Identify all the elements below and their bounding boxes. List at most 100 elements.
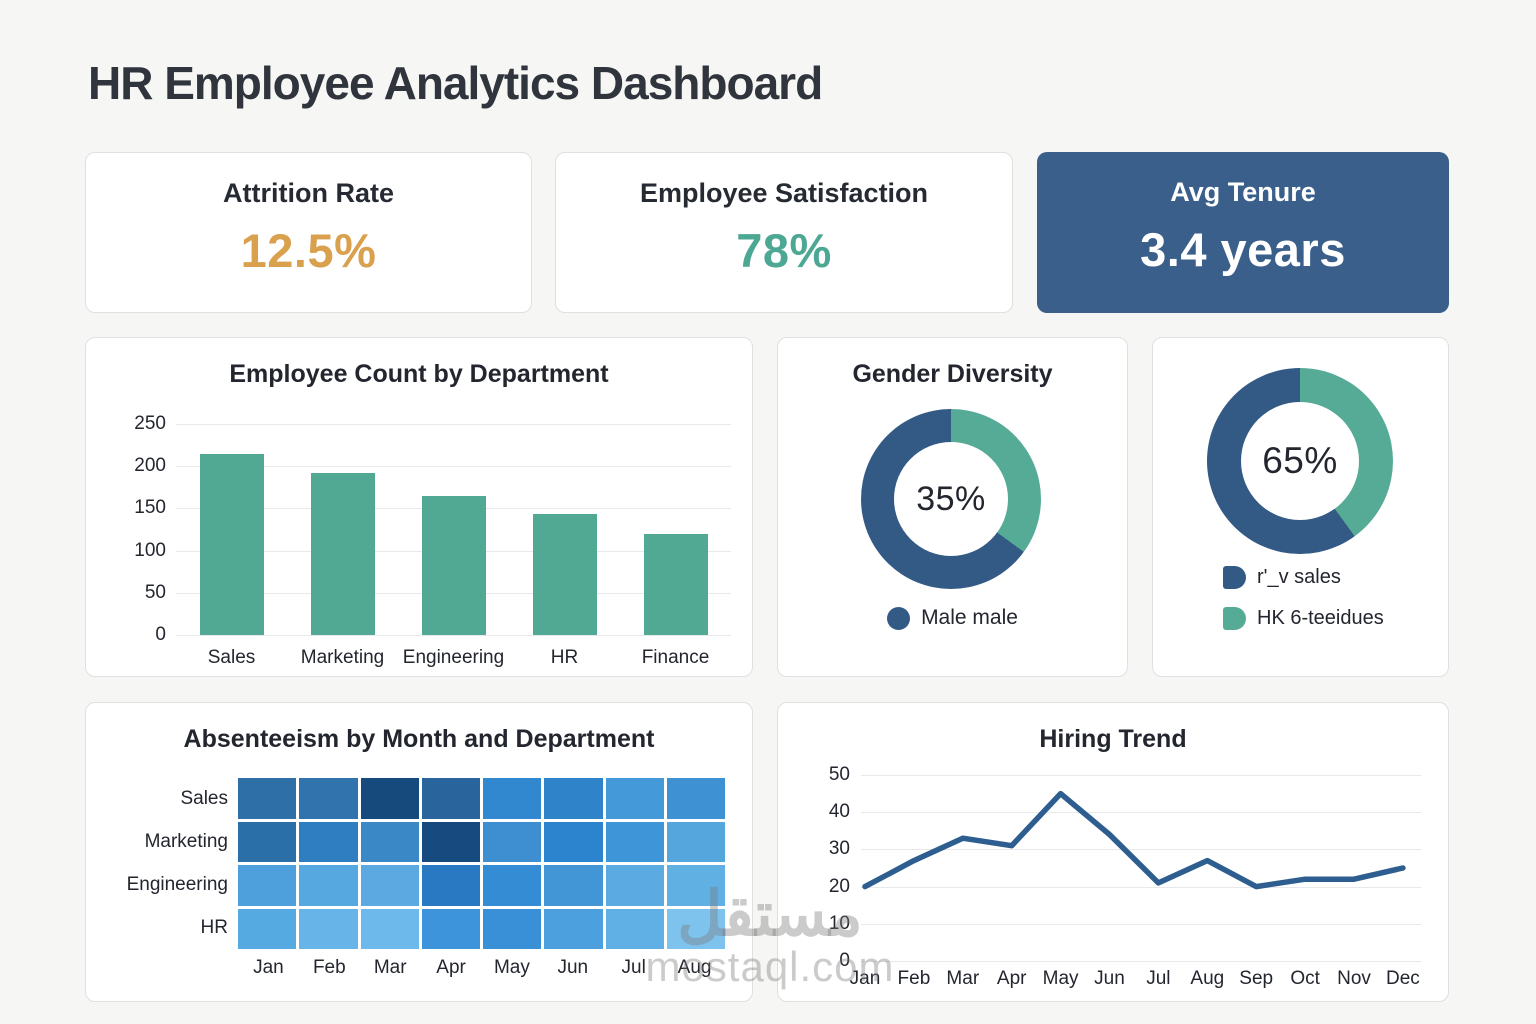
bar-hr: [532, 514, 597, 635]
heatmap-cell-marketing-aug: [666, 821, 725, 862]
heatmap-row-label: Engineering: [126, 873, 228, 895]
line-chart-title: Hiring Trend: [1039, 725, 1187, 753]
heatmap-column-label: Jun: [557, 957, 589, 978]
heatmap-cell-engineering-may: [483, 865, 542, 906]
bar-sales: [199, 453, 264, 635]
heatmap-title: Absenteeism by Month and Department: [183, 725, 655, 753]
heatmap-cell-engineering-jul: [605, 865, 664, 906]
gridline: [861, 923, 1421, 925]
line-chart-card: Hiring Trend 0 10 20 30 40 50 Jan Feb Mar Apr May…: [777, 702, 1449, 1002]
heatmap-card: Absenteeism by Month and Department Sale…: [85, 702, 753, 1002]
tenure-donut-legend: r'_v sales HK 6-teeidues: [1223, 566, 1384, 630]
x-tick-label: Jan: [849, 968, 881, 989]
x-tick-label: Jul: [1146, 968, 1171, 989]
x-tick-label: Apr: [996, 968, 1027, 989]
heatmap-column-label: May: [493, 957, 530, 978]
heatmap-cell-sales-jan: [238, 778, 297, 819]
heatmap-cell-sales-jul: [605, 778, 664, 819]
y-tick-label: 200: [134, 455, 166, 477]
bar-chart-card: Employee Count by Department 0 50 100 150 20…: [85, 337, 753, 677]
x-tick-label: Aug: [1190, 968, 1225, 989]
tenure-donut: 65%: [1207, 368, 1393, 554]
heatmap-cell-hr-apr: [421, 908, 480, 949]
line-chart-x-labels: Jan Feb Mar Apr May Jun Jul Aug Sep Oct Nov Dec: [850, 968, 1421, 992]
bar-finance: [643, 533, 708, 635]
heatmap-cell-marketing-may: [483, 821, 542, 862]
heatmap-column-label: Aug: [677, 957, 712, 978]
y-tick-label: 0: [155, 624, 166, 645]
gender-diversity-card: Gender Diversity 35% Male male: [777, 337, 1128, 677]
legend-item: r'_v sales: [1223, 566, 1341, 589]
heatmap-column-label: Mar: [373, 957, 407, 978]
heatmap-grid: [238, 778, 725, 949]
heatmap-cell-sales-may: [483, 778, 542, 819]
gridline: [176, 635, 731, 636]
legend-label: Male male: [921, 606, 1018, 629]
kpi-card-employee-satisfaction: Employee Satisfaction 78%: [555, 152, 1013, 313]
bar-marketing: [310, 472, 375, 635]
heatmap-cell-sales-mar: [360, 778, 419, 819]
hiring-trend-line: [862, 790, 1406, 890]
heatmap-column-label: Feb: [312, 957, 346, 978]
bar-chart-plot: 0 50 100 150 200 250 Sales Marketing Engineering…: [134, 413, 731, 668]
heatmap-cell-engineering-aug: [666, 865, 725, 906]
legend-item: HK 6-teeidues: [1223, 607, 1384, 630]
kpi-label: Avg Tenure: [1170, 177, 1316, 207]
x-tick-label: Marketing: [300, 647, 385, 668]
y-tick-label: 0: [839, 950, 850, 971]
y-tick-label: 50: [144, 581, 166, 603]
x-tick-label: Mar: [946, 968, 980, 989]
heatmap-cell-engineering-apr: [421, 865, 480, 906]
donut-center-value: 35%: [916, 479, 986, 518]
heatmap-cell-marketing-feb: [299, 821, 358, 862]
legend-marker-icon: [1223, 607, 1246, 630]
heatmap-cell-marketing-jun: [544, 821, 603, 862]
heatmap-row-labels: Sales Marketing Engineering HR: [86, 778, 228, 949]
gridline: [176, 424, 731, 425]
legend-item: Male male: [887, 606, 1018, 630]
heatmap-cell-sales-aug: [666, 778, 725, 819]
legend-label: HK 6-teeidues: [1257, 607, 1384, 629]
heatmap-column-label: Apr: [436, 957, 466, 978]
donut-hole: 65%: [1241, 402, 1359, 520]
heatmap-cell-sales-apr: [421, 778, 480, 819]
x-tick-label: Sep: [1239, 968, 1274, 989]
heatmap-cell-marketing-jan: [238, 821, 297, 862]
x-tick-label: HR: [550, 647, 579, 668]
gridline: [861, 886, 1421, 888]
x-tick-label: Sales: [207, 647, 256, 668]
line-series: [862, 790, 1406, 890]
y-tick-label: 50: [828, 764, 850, 785]
legend-marker-icon: [1223, 566, 1246, 589]
kpi-card-attrition-rate: Attrition Rate 12.5%: [85, 152, 532, 313]
gridline: [861, 849, 1421, 851]
x-tick-label: Dec: [1385, 968, 1420, 989]
heatmap-cell-hr-may: [483, 908, 542, 949]
kpi-value: 12.5%: [240, 224, 377, 277]
heatmap-cell-engineering-feb: [299, 865, 358, 906]
y-tick-label: 40: [828, 801, 850, 823]
y-tick-label: 150: [134, 497, 166, 519]
donut-hole: 35%: [894, 442, 1008, 556]
donut-center-value: 65%: [1262, 440, 1338, 481]
heatmap-row-label: Marketing: [144, 831, 228, 853]
y-tick-label: 250: [134, 413, 166, 434]
y-tick-label: 10: [828, 912, 850, 934]
x-tick-label: Nov: [1337, 968, 1371, 989]
heatmap-cell-hr-mar: [360, 908, 419, 949]
heatmap-cell-hr-jun: [544, 908, 603, 949]
heatmap-cell-hr-jul: [605, 908, 664, 949]
x-tick-label: Engineering: [402, 647, 505, 668]
gender-diversity-legend: Male male: [778, 606, 1127, 630]
gender-diversity-title: Gender Diversity: [852, 360, 1053, 388]
legend-marker-icon: [887, 606, 911, 630]
tenure-donut-card: 65% r'_v sales HK 6-teeidues: [1152, 337, 1449, 677]
heatmap-cell-hr-aug: [666, 908, 725, 949]
y-tick-label: 30: [828, 838, 850, 860]
bar-chart-title: Employee Count by Department: [229, 360, 609, 388]
kpi-card-avg-tenure: Avg Tenure 3.4 years: [1037, 152, 1449, 313]
x-tick-label: Finance: [641, 647, 710, 668]
page-title: HR Employee Analytics Dashboard: [88, 57, 823, 109]
kpi-label: Attrition Rate: [223, 178, 394, 208]
gridline: [861, 775, 1421, 776]
